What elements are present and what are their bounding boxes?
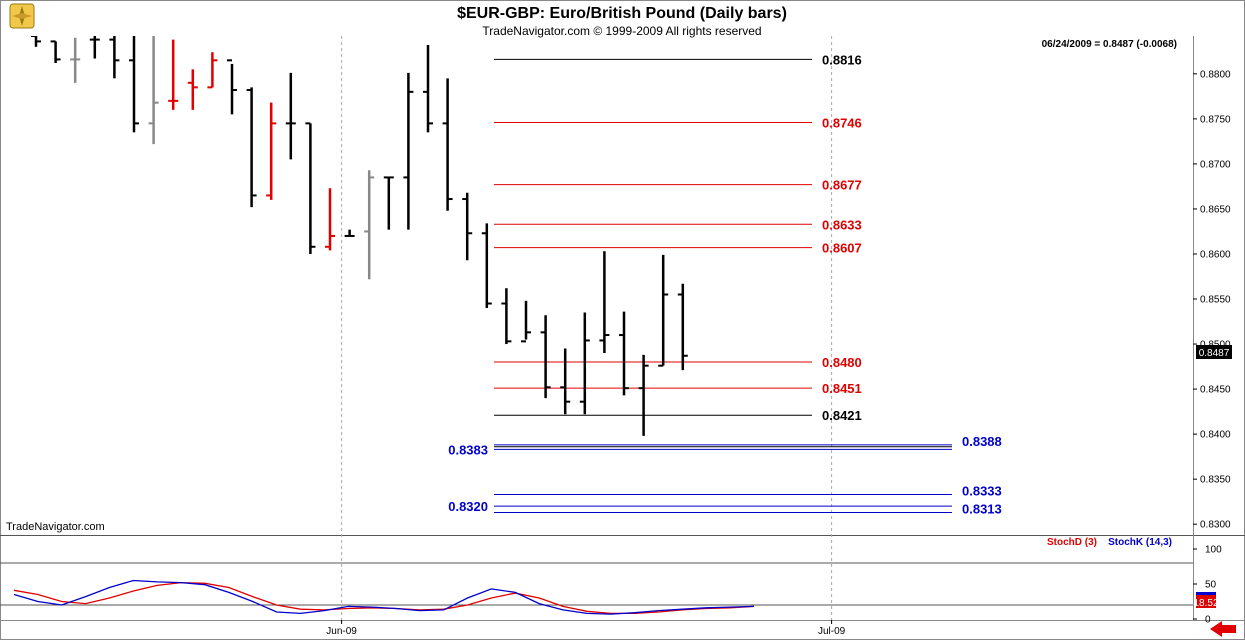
gridlines <box>341 36 833 620</box>
legend-stochd: StochD (3) <box>1047 537 1097 548</box>
price-level-label: 0.8607 <box>822 241 862 256</box>
stochastic-panel <box>0 562 1193 615</box>
stochk-line <box>13 579 755 615</box>
ohlc-bar <box>638 354 649 436</box>
ohlc-bar <box>246 87 257 208</box>
ohlc-bar <box>364 170 375 280</box>
price-level-label: 0.8480 <box>822 355 862 370</box>
ohlc-bars <box>31 36 688 436</box>
price-tick-label: 0.8800 <box>1200 69 1231 80</box>
time-axis: Jun-09 Jul-09 <box>326 620 846 637</box>
ohlc-bar <box>501 288 512 345</box>
price-level-label: 0.8677 <box>822 178 862 193</box>
price-level-label: 0.8746 <box>822 115 862 130</box>
ohlc-bar <box>521 300 531 343</box>
ohlc-bar <box>423 45 433 133</box>
price-tick-label: 0.8350 <box>1200 475 1231 486</box>
price-tick-label: 0.8700 <box>1200 159 1231 170</box>
time-tick-label: Jul-09 <box>818 626 846 637</box>
compass-logo-icon <box>9 3 35 29</box>
blue-level-label: 0.8383 <box>448 442 488 457</box>
price-tick-label: 0.8600 <box>1200 249 1231 260</box>
ohlc-bar <box>560 348 571 415</box>
price-tick-label: 0.8450 <box>1200 385 1231 396</box>
price-tick-label: 0.8550 <box>1200 295 1231 306</box>
price-level-label: 0.8633 <box>822 217 862 232</box>
ohlc-bar <box>677 283 688 371</box>
ohlc-bar <box>344 229 355 237</box>
blue-level-label: 0.8388 <box>962 434 1002 449</box>
ohlc-bar <box>442 78 453 211</box>
time-tick-label: Jun-09 <box>326 626 357 637</box>
ohlc-bar <box>285 72 296 160</box>
last-price-label: 0.8487 <box>1199 348 1230 359</box>
stoch-axis: 100 50 0 <box>1193 545 1222 626</box>
chart-title: $EUR-GBP: Euro/British Pound (Daily bars… <box>457 5 787 22</box>
blue-level-label: 0.8333 <box>962 483 1002 498</box>
ohlc-bar <box>579 312 590 415</box>
status-readout: 06/24/2009 = 0.8487 (-0.0068) <box>1042 39 1177 50</box>
ohlc-bar <box>70 37 81 83</box>
ohlc-bar <box>481 223 492 309</box>
watermark: TradeNavigator.com <box>6 521 105 533</box>
legend-stochk: StochK (14,3) <box>1108 537 1172 548</box>
ohlc-bar <box>619 311 629 396</box>
price-tick-label: 0.8400 <box>1200 430 1231 441</box>
price-axis: 0.88000.87500.87000.86500.86000.85500.85… <box>1193 69 1231 531</box>
scroll-left-arrow-icon[interactable] <box>1210 621 1236 637</box>
last-price-badge: 0.8487 <box>1196 345 1232 359</box>
ohlc-bar <box>109 36 120 79</box>
blue-level-label: 0.8313 <box>962 501 1002 516</box>
price-tick-label: 0.8650 <box>1200 204 1231 215</box>
stoch-last-badge: 18.52 <box>1193 592 1219 609</box>
ohlc-bar <box>599 251 610 354</box>
ohlc-bar <box>187 69 198 110</box>
stoch-tick-label: 0 <box>1205 615 1211 626</box>
price-level-label: 0.8816 <box>822 52 862 67</box>
ohlc-bar <box>540 315 551 399</box>
ohlc-bar <box>325 188 335 251</box>
ohlc-bar <box>383 176 394 230</box>
price-tick-label: 0.8300 <box>1200 520 1231 531</box>
ohlc-bar <box>148 36 159 145</box>
ohlc-bar <box>403 72 414 230</box>
price-levels: 0.8816 0.8746 0.8677 0.8633 0.8607 0.8480 0.84… <box>448 52 1002 516</box>
ohlc-bar <box>207 52 218 89</box>
ohlc-bar <box>227 59 237 115</box>
stoch-last-label: 18.52 <box>1193 598 1218 609</box>
ohlc-bar <box>31 36 41 47</box>
price-level-label: 0.8451 <box>822 381 862 396</box>
ohlc-bar <box>129 36 139 133</box>
ohlc-bar <box>168 39 179 110</box>
ohlc-bar <box>462 192 473 261</box>
price-level-label: 0.8421 <box>822 408 862 423</box>
ohlc-bar <box>266 102 277 200</box>
blue-level-label: 0.8320 <box>448 499 488 514</box>
ohlc-bar <box>305 122 316 254</box>
ohlc-bar <box>658 254 669 367</box>
stoch-tick-label: 50 <box>1205 580 1217 591</box>
stoch-tick-label: 100 <box>1205 545 1222 556</box>
ohlc-bar <box>50 40 61 64</box>
chart-subtitle: TradeNavigator.com © 1999-2009 All right… <box>482 24 761 38</box>
price-tick-label: 0.8750 <box>1200 114 1231 125</box>
ohlc-bar <box>89 36 100 59</box>
